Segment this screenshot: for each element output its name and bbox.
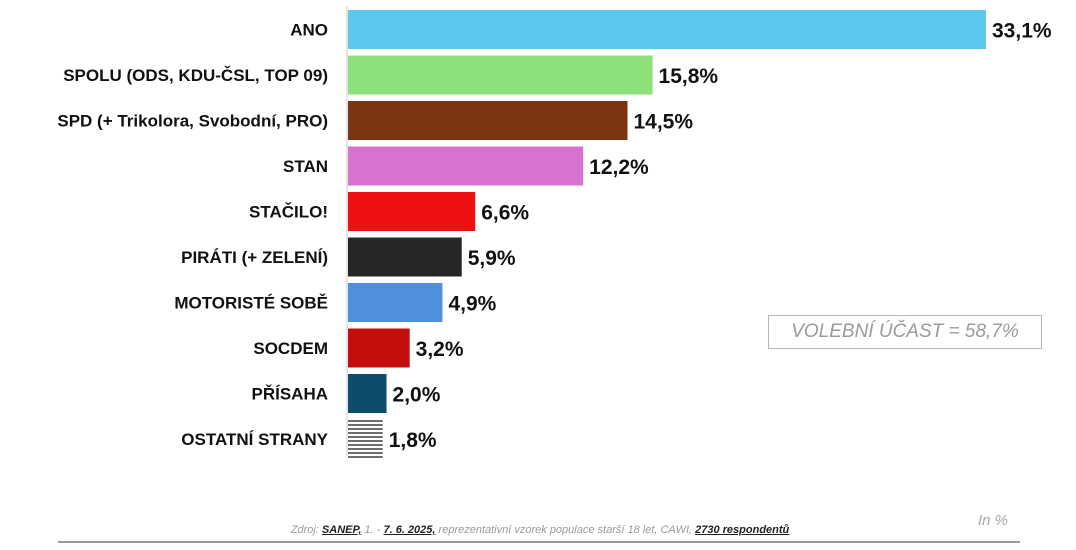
value-label: 4,9% xyxy=(448,293,496,316)
value-label: 2,0% xyxy=(393,384,441,407)
category-label: SOCDEM xyxy=(253,339,328,358)
value-label: 3,2% xyxy=(416,338,464,361)
bar xyxy=(348,101,628,140)
category-label: MOTORISTÉ SOBĚ xyxy=(174,294,328,313)
bar xyxy=(348,419,383,459)
footer-date-start: 1. - xyxy=(361,524,384,536)
footer-prefix: Zdroj: xyxy=(290,524,322,536)
footer-rule xyxy=(58,541,1020,543)
bar xyxy=(348,374,387,413)
footer-date-end: 7. 6. 2025, xyxy=(383,524,436,536)
value-label: 33,1% xyxy=(992,20,1052,43)
bar xyxy=(348,10,986,49)
value-label: 6,6% xyxy=(481,202,529,225)
category-label: STAN xyxy=(283,157,328,176)
bar xyxy=(348,192,476,231)
value-label: 14,5% xyxy=(633,111,693,134)
category-label: PŘÍSAHA xyxy=(251,385,328,404)
category-label: OSTATNÍ STRANY xyxy=(181,430,328,449)
footer-description: reprezentativní vzorek populace starší 1… xyxy=(435,524,696,536)
bar xyxy=(348,55,653,95)
footer-respondents: 2730 respondentů xyxy=(695,524,790,536)
value-label: 12,2% xyxy=(589,156,649,179)
turnout-annotation: VOLEBNÍ ÚČAST = 58,7% xyxy=(768,315,1042,349)
bar xyxy=(348,328,410,368)
bar xyxy=(348,237,462,277)
value-label: 15,8% xyxy=(659,65,719,88)
bar xyxy=(348,146,584,186)
bar xyxy=(348,283,443,322)
category-label: STAČILO! xyxy=(249,203,328,222)
category-label: ANO xyxy=(290,21,328,40)
category-label: SPOLU (ODS, KDU-ČSL, TOP 09) xyxy=(63,66,328,85)
footer-source: SANEP, xyxy=(321,524,362,536)
source-footer: Zdroj: SANEP, 1. - 7. 6. 2025, reprezent… xyxy=(60,524,1020,536)
value-label: 1,8% xyxy=(389,429,437,452)
value-label: 5,9% xyxy=(468,247,516,270)
unit-note: In % xyxy=(978,512,1009,529)
category-label: SPD (+ Trikolora, Svobodní, PRO) xyxy=(57,112,328,131)
category-label: PIRÁTI (+ ZELENÍ) xyxy=(181,248,328,267)
